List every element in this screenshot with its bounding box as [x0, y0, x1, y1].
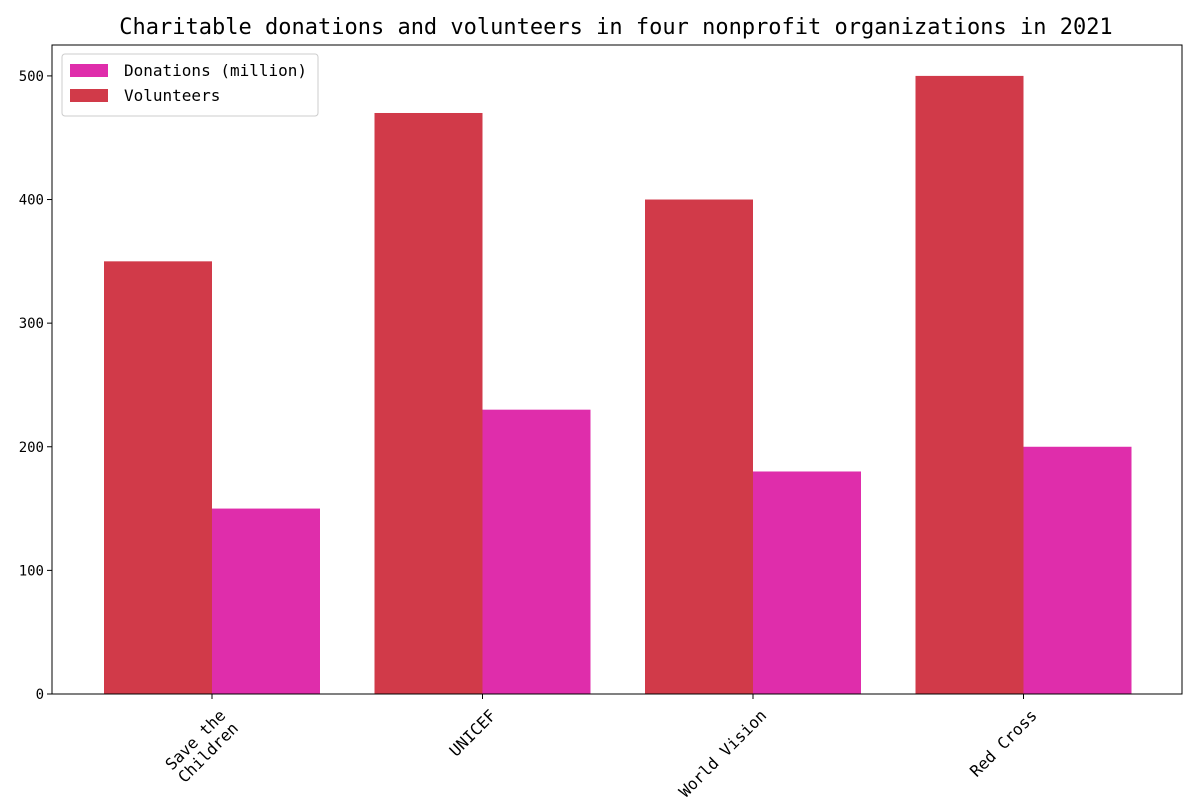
- bar-volunteers-4: [915, 75, 1024, 694]
- bar-volunteers-3: [645, 199, 753, 694]
- bar-donations-million-3: [753, 471, 861, 694]
- x-tick-label-group: UNICEF: [446, 706, 500, 760]
- legend-label: Volunteers: [124, 86, 220, 105]
- y-axis: 0 100 200 300 400 500: [19, 69, 52, 703]
- y-tick-label: 200: [19, 440, 44, 456]
- bars-layer: [104, 75, 1132, 694]
- y-tick-label: 300: [19, 316, 44, 332]
- y-tick-label: 500: [19, 69, 44, 85]
- plot-frame: [51, 44, 1183, 695]
- chart-title: Charitable donations and volunteers in f…: [119, 15, 1112, 40]
- bar-donations-million-2: [482, 409, 591, 694]
- y-tick-label: 0: [36, 687, 44, 703]
- bar-volunteers-2: [374, 112, 483, 694]
- legend: Donations (million) Volunteers: [61, 53, 319, 117]
- y-tick-label: 100: [19, 563, 44, 579]
- x-tick-label: World Vision: [675, 706, 770, 800]
- legend-box: [61, 53, 319, 117]
- bar-donations-million-1: [212, 508, 320, 694]
- x-tick-label: UNICEF: [446, 706, 500, 760]
- x-tick-label: Red Cross: [966, 706, 1041, 781]
- legend-swatch: [70, 89, 108, 102]
- legend-label: Donations (million): [124, 61, 307, 80]
- bar-donations-million-4: [1023, 446, 1132, 694]
- x-tick-label-group: Red Cross: [966, 706, 1041, 781]
- x-tick-label-group: World Vision: [675, 706, 770, 801]
- legend-swatch: [70, 64, 108, 77]
- y-tick-label: 400: [19, 193, 44, 209]
- bar-volunteers-1: [104, 261, 212, 694]
